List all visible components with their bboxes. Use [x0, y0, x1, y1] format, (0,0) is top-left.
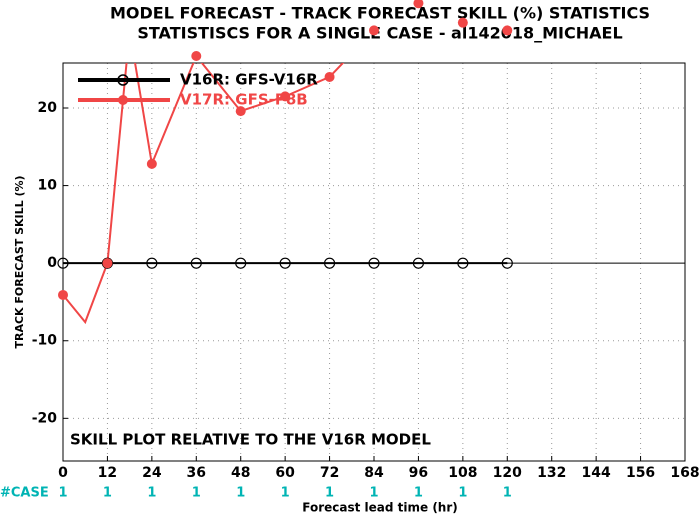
- x-tick-label: 96: [409, 465, 428, 481]
- x-tick-label: 24: [142, 465, 162, 481]
- series-marker: [368, 257, 380, 269]
- cases-label: #CASE: [0, 486, 49, 501]
- series-marker: [501, 257, 513, 269]
- y-tick-label: -20: [32, 410, 58, 426]
- series-marker: [323, 257, 336, 269]
- x-axis-label: Forecast lead time (hr): [302, 501, 458, 515]
- x-tick-label: 108: [448, 465, 477, 481]
- series-marker: [146, 257, 158, 269]
- case-count: 1: [236, 486, 245, 501]
- annotation: SKILL PLOT RELATIVE TO THE V16R MODEL: [70, 431, 431, 449]
- x-tick-label: 48: [231, 465, 250, 481]
- series-marker: [502, 25, 513, 36]
- series-marker: [412, 257, 425, 269]
- case-count: 1: [414, 486, 423, 501]
- series-marker: [235, 106, 246, 117]
- x-tick-label: 120: [493, 465, 522, 481]
- case-count: 1: [192, 486, 201, 501]
- x-tick-label: 0: [58, 465, 68, 481]
- series-marker: [324, 71, 335, 82]
- x-tick-label: 36: [187, 465, 206, 481]
- series-marker: [57, 257, 69, 269]
- plot-clip: [63, 63, 508, 325]
- series-marker: [102, 258, 113, 269]
- x-tick-label: 156: [626, 465, 655, 481]
- legend-marker: [118, 95, 128, 105]
- series-marker: [457, 17, 468, 28]
- series-marker: [279, 257, 291, 269]
- legend-label: V16R: GFS-V16R: [180, 71, 318, 89]
- y-tick-label: -10: [32, 333, 58, 349]
- plot-frame: [62, 62, 686, 462]
- case-count: 1: [325, 486, 334, 501]
- y-tick-label: 20: [38, 100, 58, 116]
- case-count: 1: [369, 486, 378, 501]
- x-tick-label: 60: [275, 465, 295, 481]
- y-axis-label: TRACK FORECAST SKILL (%): [13, 175, 26, 348]
- x-tick-label: 168: [670, 465, 699, 481]
- series-marker: [235, 257, 247, 269]
- series-marker: [413, 0, 424, 9]
- x-tick-label: 144: [582, 465, 611, 481]
- chart-subtitle: STATISTISCS FOR A SINGLE CASE - al142018…: [137, 24, 622, 43]
- series-marker: [280, 91, 291, 102]
- series-marker: [457, 257, 469, 269]
- case-count: 1: [147, 486, 156, 501]
- series-marker: [190, 257, 202, 269]
- x-tick-label: 84: [364, 465, 384, 481]
- case-count: 1: [503, 486, 512, 501]
- y-tick-label: 0: [47, 255, 57, 271]
- x-tick-label: 132: [537, 465, 566, 481]
- series-line: [63, 63, 345, 325]
- case-count: 1: [281, 486, 290, 501]
- case-count: 1: [58, 486, 67, 501]
- series-marker: [369, 25, 379, 36]
- case-count: 1: [103, 486, 112, 501]
- series-marker: [191, 51, 202, 62]
- series-marker: [146, 158, 157, 169]
- x-tick-label: 72: [320, 465, 339, 481]
- chart-title: MODEL FORECAST - TRACK FORECAST SKILL (%…: [110, 4, 650, 23]
- x-tick-label: 12: [98, 465, 117, 481]
- legend-label: V17R: GFS-P8B: [180, 91, 308, 109]
- series-marker: [58, 289, 68, 300]
- legend-marker: [117, 74, 129, 86]
- y-tick-label: 10: [38, 178, 58, 194]
- case-count: 1: [458, 486, 467, 501]
